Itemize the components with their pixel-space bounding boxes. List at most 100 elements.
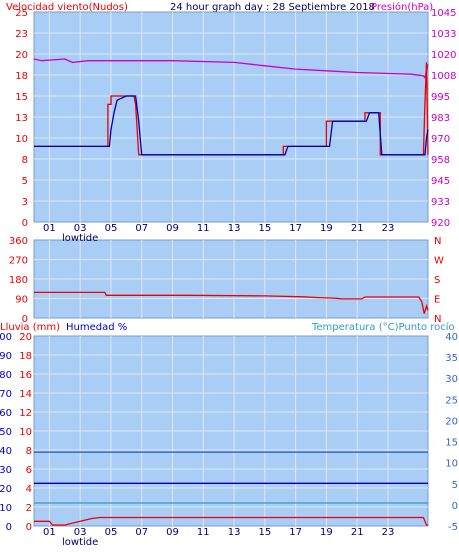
wind-y-tick-label: 0	[22, 218, 28, 229]
humidity-y-tick-label: 20	[0, 484, 12, 495]
rain-y-tick-label: 0	[26, 522, 32, 533]
temperature-title: Temperatura (°C)Punto rocío	[311, 321, 455, 333]
x-tick-label: 21	[351, 223, 364, 234]
x-tick-label: 07	[135, 527, 148, 538]
rain-y-tick-label: 6	[26, 465, 32, 476]
wind-y-tick-label: 20	[15, 50, 28, 61]
wind-y-tick-label: 5	[22, 176, 28, 187]
wind-y-tick-label: 13	[15, 113, 28, 124]
rain-y-tick-label: 4	[26, 484, 32, 495]
temperature-y-tick-label: 30	[445, 374, 458, 385]
x-tick-label: 17	[289, 223, 302, 234]
temperature-y-tick-label: -5	[448, 522, 458, 533]
humidity-y-tick-label: 40	[0, 446, 12, 457]
x-tick-label: 05	[105, 223, 118, 234]
lowtide-label: lowtide	[62, 537, 98, 548]
humidity-y-tick-label: 50	[0, 427, 12, 438]
x-tick-label: 03	[74, 527, 87, 538]
wind-y-tick-label: 25	[15, 8, 28, 19]
direction-y-tick-label: 270	[9, 256, 28, 267]
rain-y-tick-label: 10	[19, 427, 32, 438]
x-tick-label: 05	[105, 527, 118, 538]
rain-line	[34, 516, 428, 526]
x-tick-label: 15	[258, 527, 271, 538]
pressure-y-tick-label: 995	[431, 92, 450, 103]
rain-y-tick-label: 2	[26, 503, 32, 514]
pressure-y-tick-label: 958	[431, 155, 450, 166]
direction-y-tick-label: 180	[9, 275, 28, 286]
lowtide-label: lowtide	[62, 233, 98, 244]
temperature-y-tick-label: 5	[452, 480, 458, 491]
wind-y-tick-label: 3	[22, 197, 28, 208]
direction-y-tick-label: 0	[22, 314, 28, 325]
rain-y-tick-label: 16	[19, 370, 32, 381]
wind-direction-line	[34, 291, 429, 314]
temperature-y-tick-label: 35	[445, 353, 458, 364]
x-tick-label: 23	[382, 527, 395, 538]
x-tick-label: 19	[320, 223, 333, 234]
humidity-y-tick-label: 60	[0, 408, 12, 419]
wind-y-tick-label: 10	[15, 134, 28, 145]
temperature-y-tick-label: 20	[445, 416, 458, 427]
x-tick-label: 03	[74, 223, 87, 234]
direction-compass-label: N	[434, 236, 441, 247]
pressure-y-tick-label: 1020	[431, 50, 456, 61]
pressure-y-tick-label: 983	[431, 113, 450, 124]
humidity-title: Humedad %	[66, 322, 127, 333]
direction-compass-label: S	[434, 275, 440, 286]
x-tick-label: 09	[166, 527, 179, 538]
direction-y-tick-label: 90	[15, 295, 28, 306]
wind-speed-title: Velocidad viento(Nudos)	[6, 2, 128, 13]
wind-y-tick-label: 18	[15, 71, 28, 82]
x-tick-label: 01	[43, 527, 56, 538]
x-tick-label: 13	[228, 223, 241, 234]
direction-compass-label: W	[434, 256, 444, 267]
x-tick-label: 01	[43, 223, 56, 234]
wind-avg-line	[34, 95, 429, 156]
x-tick-label: 11	[197, 223, 210, 234]
humidity-y-tick-label: 10	[0, 503, 12, 514]
rain-y-tick-label: 20	[19, 332, 32, 343]
rain-y-tick-label: 14	[19, 389, 32, 400]
rain-y-tick-label: 8	[26, 446, 32, 457]
pressure-y-tick-label: 970	[431, 134, 450, 145]
temperature-y-tick-label: 0	[452, 501, 458, 512]
wind-y-tick-label: 8	[22, 155, 28, 166]
humidity-y-tick-label: 90	[0, 351, 12, 362]
temperature-y-tick-label: 25	[445, 395, 458, 406]
x-tick-label: 15	[258, 223, 271, 234]
pressure-y-tick-label: 1008	[431, 71, 456, 82]
rain-y-tick-label: 18	[19, 351, 32, 362]
x-tick-label: 17	[289, 527, 302, 538]
direction-compass-label: N	[434, 314, 441, 325]
humidity-y-tick-label: 0	[6, 522, 12, 533]
wind-y-tick-label: 15	[15, 92, 28, 103]
temperature-y-tick-label: 40	[445, 332, 458, 343]
pressure-y-tick-label: 920	[431, 218, 450, 229]
pressure-line	[33, 58, 429, 79]
temperature-y-tick-label: 15	[445, 438, 458, 449]
chart-title: 24 hour graph day : 28 Septiembre 2018	[170, 2, 375, 13]
direction-compass-label: E	[434, 295, 440, 306]
x-tick-label: 19	[320, 527, 333, 538]
pressure-y-tick-label: 933	[431, 197, 450, 208]
x-tick-label: 23	[382, 223, 395, 234]
x-tick-label: 07	[135, 223, 148, 234]
pressure-y-tick-label: 945	[431, 176, 450, 187]
humidity-y-tick-label: 80	[0, 370, 12, 381]
pressure-y-tick-label: 1033	[431, 29, 456, 40]
rain-title: Lluvia (mm)	[0, 322, 60, 333]
direction-y-tick-label: 360	[9, 236, 28, 247]
temperature-y-tick-label: 10	[445, 459, 458, 470]
rain-y-tick-label: 12	[19, 408, 32, 419]
humidity-y-tick-label: 30	[0, 465, 12, 476]
x-tick-label: 11	[197, 527, 210, 538]
wind-y-tick-label: 23	[15, 29, 28, 40]
pressure-title: Presión(hPa)	[371, 1, 433, 13]
humidity-y-tick-label: 100	[0, 332, 12, 343]
x-tick-label: 21	[351, 527, 364, 538]
x-tick-label: 13	[228, 527, 241, 538]
x-tick-label: 09	[166, 223, 179, 234]
pressure-y-tick-label: 1045	[431, 8, 456, 19]
